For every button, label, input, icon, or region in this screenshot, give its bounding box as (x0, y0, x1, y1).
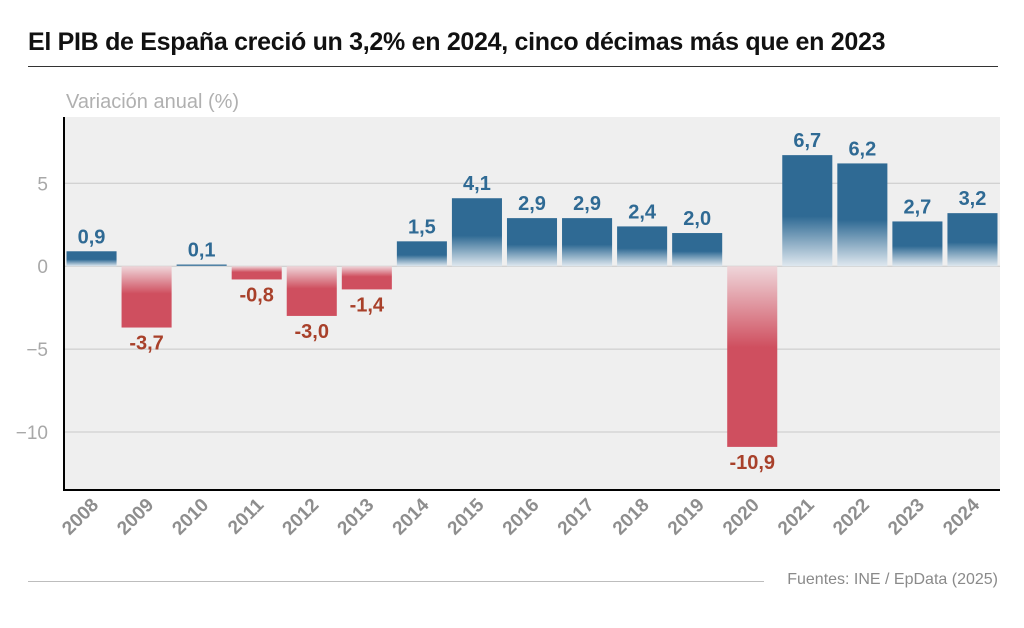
data-label: 2,0 (683, 208, 711, 230)
data-label: -1,4 (350, 294, 385, 316)
bar (121, 266, 172, 328)
x-tick-label: 2015 (444, 494, 489, 539)
x-tick-label: 2012 (279, 495, 324, 540)
x-tick-label: 2018 (609, 495, 654, 540)
bar (286, 266, 337, 316)
x-tick-label: 2017 (554, 495, 599, 540)
source-divider (28, 581, 764, 582)
data-label: 0,1 (188, 240, 216, 262)
bar (562, 218, 613, 267)
bar (617, 226, 668, 267)
bar (396, 241, 447, 267)
bar (341, 266, 392, 290)
data-label: 1,5 (408, 216, 436, 238)
y-tick-label: −5 (26, 340, 48, 361)
data-label: 2,4 (628, 201, 657, 223)
bar (506, 218, 558, 267)
data-label: -3,0 (295, 321, 329, 343)
bar (451, 198, 502, 267)
x-tick-label: 2024 (939, 494, 984, 539)
bar (892, 221, 943, 267)
x-tick-label: 2016 (499, 495, 544, 540)
bar (727, 266, 778, 447)
bar (947, 213, 998, 267)
x-tick-label: 2019 (664, 495, 709, 540)
data-label: 2,7 (904, 196, 932, 218)
x-tick-label: 2023 (884, 495, 929, 540)
y-tick-label: −10 (16, 423, 48, 444)
y-tick-label: 5 (37, 174, 48, 195)
data-label: -10,9 (729, 452, 775, 474)
bar (782, 155, 833, 267)
bar (672, 233, 723, 267)
x-tick-label: 2011 (224, 494, 268, 538)
bar-chart: Variación anual (%) 5 0 −5 −10 0,9 2008 -3,7 20… (16, 91, 1000, 540)
chart-title: El PIB de España creció un 3,2% en 2024,… (28, 28, 886, 56)
title-divider (28, 66, 998, 67)
data-label: 2,9 (518, 193, 546, 215)
data-label: 6,7 (793, 130, 821, 152)
y-axis-label: Variación anual (%) (66, 91, 239, 113)
data-label: 0,9 (78, 226, 106, 248)
x-tick-label: 2022 (829, 495, 874, 540)
x-tick-label: 2020 (719, 495, 764, 540)
bar (231, 266, 282, 280)
source-note: Fuentes: INE / EpData (2025) (787, 571, 998, 588)
data-label: -0,8 (239, 284, 273, 306)
data-label: 4,1 (463, 173, 491, 195)
x-tick-label: 2010 (168, 495, 213, 540)
y-tick-label: 0 (37, 257, 48, 278)
data-label: 2,9 (573, 193, 601, 215)
x-tick-label: 2009 (113, 495, 158, 540)
data-label: 3,2 (959, 188, 987, 210)
bar (66, 251, 117, 267)
x-tick-label: 2014 (389, 494, 434, 539)
data-label: -3,7 (129, 333, 163, 355)
x-tick-label: 2021 (774, 494, 819, 539)
x-tick-label: 2008 (58, 495, 103, 540)
bar (837, 163, 888, 267)
data-label: 6,2 (848, 138, 876, 160)
bar (176, 264, 227, 267)
x-tick-label: 2013 (334, 495, 379, 540)
